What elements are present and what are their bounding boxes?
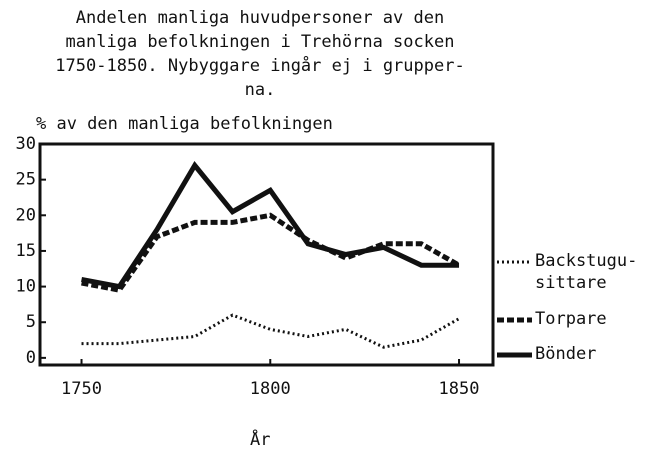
legend-label: Bönder — [535, 344, 597, 364]
y-tick-label: 0 — [26, 348, 36, 368]
x-tick-label: 1800 — [250, 379, 291, 399]
legend-label: Torpare — [535, 309, 607, 329]
chart-title: Andelen manliga huvudpersoner av den man… — [55, 8, 465, 100]
legend-label: Backstugu- sittare — [535, 251, 638, 293]
x-axis-label: År — [250, 430, 271, 450]
series-line — [81, 161, 460, 290]
x-tick-label: 1750 — [61, 379, 102, 399]
y-tick-label: 30 — [16, 134, 36, 154]
series-line — [81, 212, 461, 293]
y-tick-label: 20 — [16, 205, 36, 225]
series-line — [81, 313, 460, 349]
y-tick-label: 15 — [16, 241, 36, 261]
y-tick-label: 10 — [16, 277, 36, 297]
x-tick-label: 1850 — [439, 379, 480, 399]
plot-frame — [38, 142, 495, 367]
y-tick-label: 5 — [26, 312, 36, 332]
y-axis-label: % av den manliga befolkningen — [36, 114, 333, 134]
y-tick-label: 25 — [16, 170, 36, 190]
